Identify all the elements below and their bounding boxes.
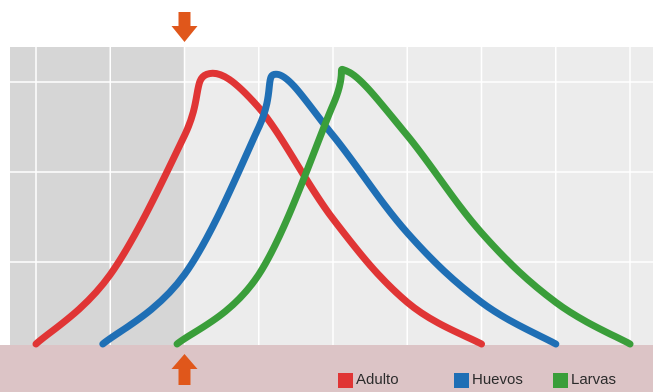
series-lines [32,65,634,348]
legend-item-adulto: Adulto [338,371,399,389]
bottom-arrow-icon [171,354,198,385]
legend-label-adulto: Adulto [356,371,399,388]
series-line-adulto [32,69,485,348]
legend-swatch-adulto [338,372,353,388]
legend-swatch-huevos [454,372,469,388]
legend-item-larvas: Larvas [553,371,616,389]
bottom-band [0,345,653,392]
series-line-huevos [99,70,560,348]
series-line-larvas [173,65,634,348]
legend-swatch-larvas [553,372,568,388]
legend-label-larvas: Larvas [571,371,617,388]
top-arrow-icon [171,12,198,42]
legend-label-huevos: Huevos [472,371,523,388]
legend-item-huevos: Huevos [454,371,523,389]
